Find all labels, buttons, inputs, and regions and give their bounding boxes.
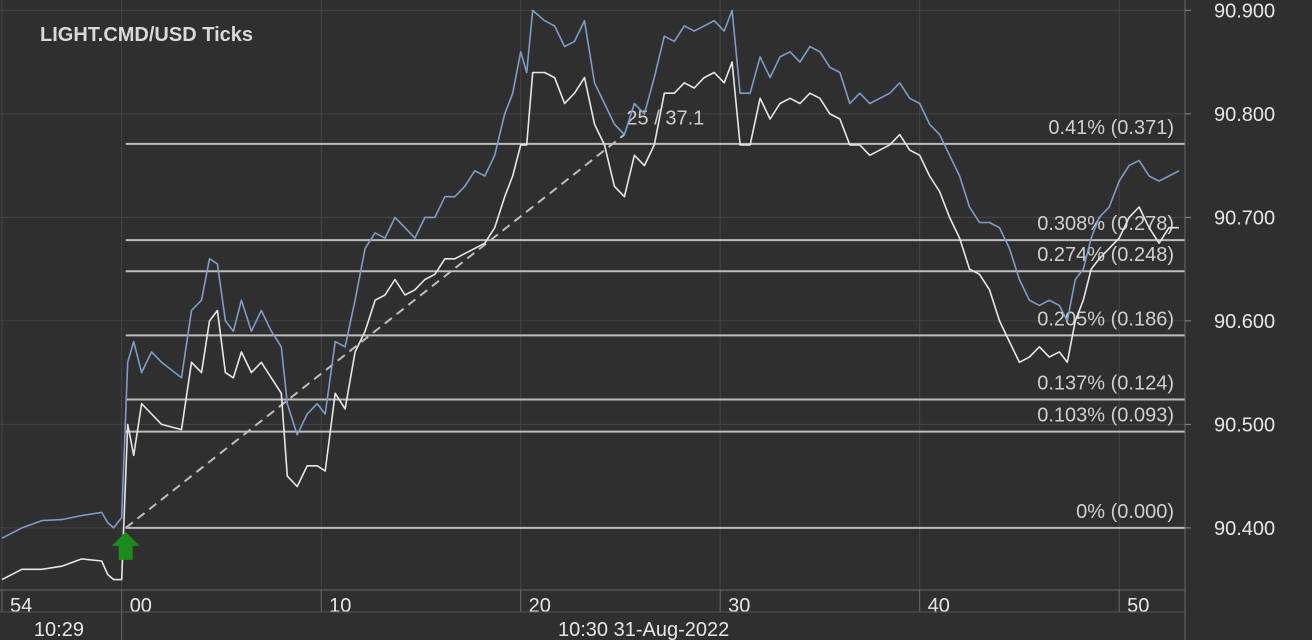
x-tick-label: 30 bbox=[728, 595, 750, 617]
x-tick-label: 10 bbox=[329, 595, 351, 617]
up-arrow-icon bbox=[111, 531, 140, 560]
fib-level-label: 0.274% (0.248) bbox=[1037, 244, 1174, 266]
chart-title: LIGHT.CMD/USD Ticks bbox=[40, 24, 253, 46]
y-tick-label: 90.900 bbox=[1214, 0, 1275, 22]
x-tick-label: 50 bbox=[1127, 595, 1149, 617]
x-date-label: 10:30 31-Aug-2022 bbox=[558, 619, 729, 640]
x-tick-label: 20 bbox=[529, 595, 551, 617]
x-sublabel: 10:29 bbox=[34, 619, 84, 640]
x-tick-label: 00 bbox=[130, 595, 152, 617]
y-tick-label: 90.700 bbox=[1214, 207, 1275, 229]
fib-level-label: 0.308% (0.278) bbox=[1037, 213, 1174, 235]
x-tick-label: 54 bbox=[10, 595, 32, 617]
series-line-bid bbox=[1, 61, 1179, 581]
y-tick-label: 90.500 bbox=[1214, 414, 1275, 436]
fib-level-label: 0.103% (0.093) bbox=[1037, 405, 1174, 427]
fib-level-label: 0% (0.000) bbox=[1076, 501, 1174, 523]
fib-level-label: 0.137% (0.124) bbox=[1037, 373, 1174, 395]
fib-level-label: 0.205% (0.186) bbox=[1037, 308, 1174, 330]
trendline: 25 / 37.1 bbox=[125, 108, 704, 529]
y-tick-label: 90.800 bbox=[1214, 104, 1275, 126]
trendline-label: 25 / 37.1 bbox=[626, 108, 704, 130]
price-series bbox=[1, 9, 1180, 581]
trade-marker bbox=[111, 531, 140, 560]
y-tick-label: 90.400 bbox=[1214, 518, 1275, 540]
axes: 90.900 90.800 90.700 90.600 90.500 90.400 54 00… bbox=[0, 0, 1275, 640]
series-line-ask bbox=[1, 9, 1180, 539]
fibonacci-levels: 0.41% (0.371) 0.308% (0.278) 0.274% (0.248… bbox=[125, 117, 1185, 529]
y-tick-label: 90.600 bbox=[1214, 311, 1275, 333]
fib-level-label: 0.41% (0.371) bbox=[1048, 117, 1174, 139]
x-tick-label: 40 bbox=[928, 595, 950, 617]
trendline-line bbox=[125, 133, 626, 529]
